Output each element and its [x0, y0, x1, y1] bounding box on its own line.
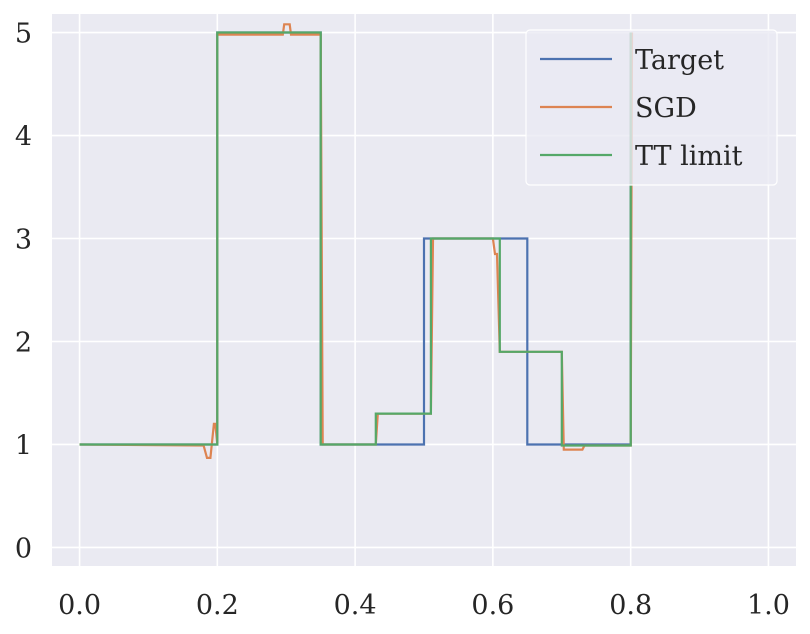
series-line-tt-limit — [79, 31, 632, 447]
series-lines — [79, 23, 634, 459]
y-tick-label: 3 — [15, 225, 32, 256]
x-tick-label: 0.8 — [609, 590, 652, 621]
y-tick-label: 4 — [15, 122, 32, 153]
x-tick-label: 0.4 — [334, 590, 377, 621]
legend-label: Target — [635, 45, 724, 76]
x-tick-label: 0.0 — [58, 590, 101, 621]
legend-label: SGD — [635, 93, 697, 124]
y-tick-label: 0 — [15, 533, 32, 564]
legend-label: TT limit — [635, 141, 743, 172]
x-tick-label: 0.2 — [196, 590, 239, 621]
tick-labels: 0.0 0.2 0.4 0.6 0.8 1.0 0 1 2 3 4 5 — [15, 19, 790, 621]
x-tick-label: 0.6 — [471, 590, 514, 621]
y-tick-label: 5 — [15, 19, 32, 50]
y-tick-label: 2 — [15, 327, 32, 358]
y-tick-label: 1 — [15, 430, 32, 461]
x-tick-label: 1.0 — [747, 590, 790, 621]
legend: Target SGD TT limit — [525, 29, 778, 186]
legend-box — [525, 29, 778, 186]
